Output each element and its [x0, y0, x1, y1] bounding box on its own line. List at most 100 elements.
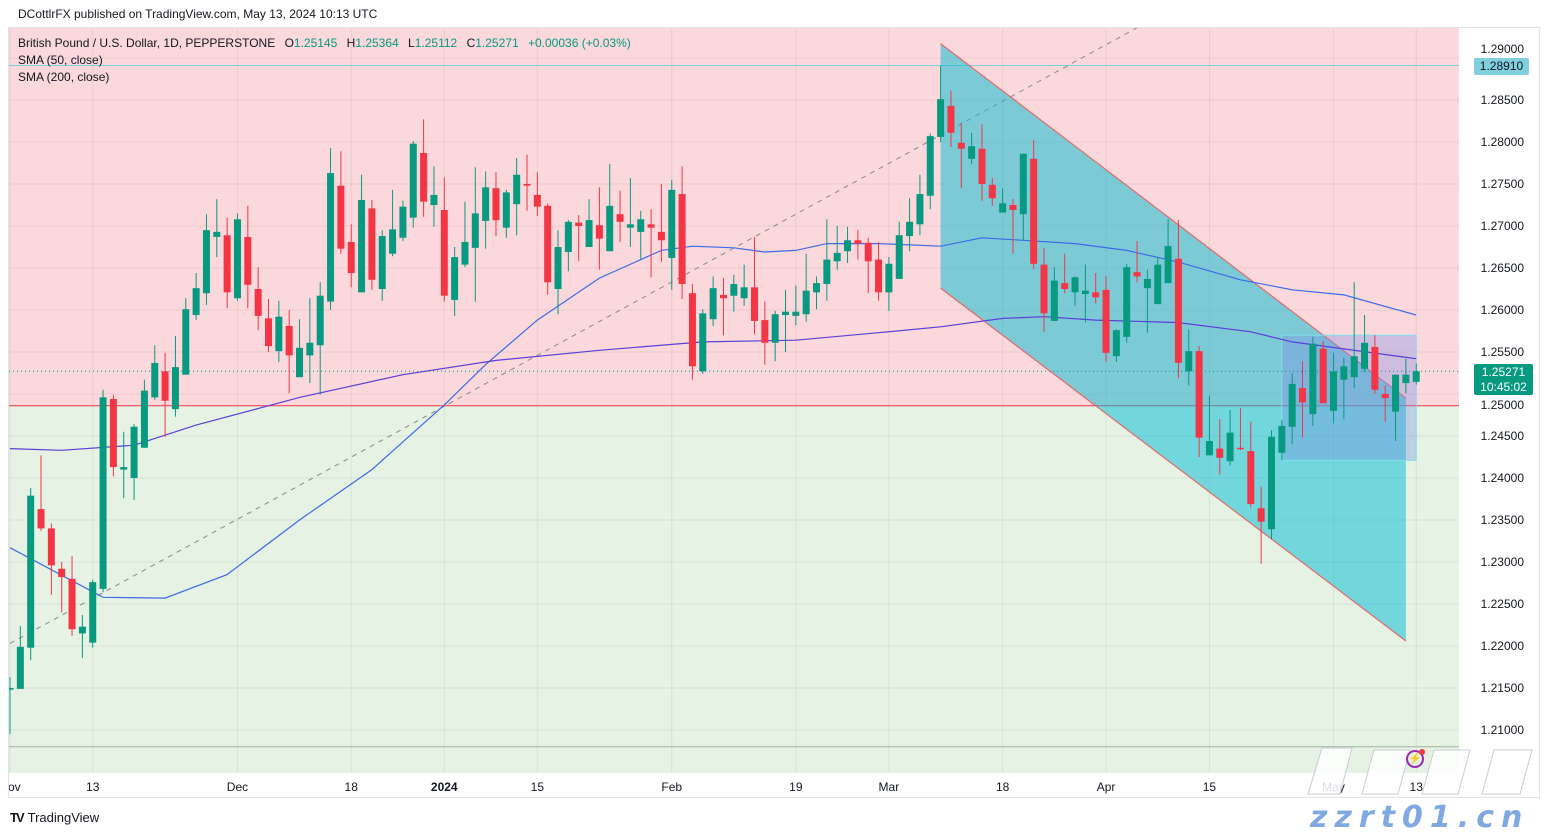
candle-body [1309, 343, 1317, 415]
candle-body [37, 509, 45, 529]
low-value: 1.25112 [414, 36, 458, 50]
candle [544, 203, 552, 295]
candle [730, 274, 738, 312]
candle-body [1030, 158, 1038, 264]
price-axis[interactable]: 1.21000 1.21500 1.22000 1.22500 1.23000 1.235… [1460, 28, 1540, 773]
candle-body [813, 283, 821, 293]
time-axis[interactable]: Nov13Dec18202415Feb19Mar18Apr15May13 [9, 774, 1459, 798]
brand-name: TradingView [27, 810, 100, 825]
candle-body [285, 325, 293, 356]
candle [988, 178, 996, 206]
time-tick-label: 15 [530, 780, 545, 794]
sma50-legend[interactable]: SMA (50, close) [18, 53, 103, 67]
candle [1143, 269, 1151, 333]
candle-body [1040, 264, 1048, 314]
candle [492, 172, 500, 237]
sma200-legend[interactable]: SMA (200, close) [18, 70, 110, 84]
candle [151, 345, 159, 400]
candle [1299, 361, 1306, 438]
candle [409, 141, 417, 228]
candle [957, 122, 965, 189]
close-label: C [466, 36, 476, 50]
candle-body [875, 259, 883, 293]
candle-body [844, 240, 852, 252]
candle-body [58, 568, 66, 578]
watermark-glyphs-icon [1307, 747, 1533, 795]
candle-body [595, 225, 603, 239]
candle-body [544, 205, 552, 283]
candle [1402, 358, 1410, 394]
candle-body [637, 219, 645, 232]
candle [223, 217, 231, 309]
candle-body [99, 397, 107, 589]
candle-body [823, 259, 831, 284]
candle [1205, 395, 1213, 456]
open-value: 1.25145 [293, 36, 338, 50]
candle [813, 276, 821, 310]
candle [1330, 352, 1338, 424]
candle-body [1412, 371, 1420, 382]
symbol-name[interactable]: British Pound / U.S. Dollar, 1D, PEPPERS… [18, 36, 276, 50]
candle [1009, 199, 1017, 254]
candle-body [1267, 436, 1275, 530]
candle-body [1123, 267, 1131, 337]
candle [926, 133, 934, 210]
candle-body [585, 220, 593, 247]
candle-body [1092, 292, 1100, 298]
candle-body [978, 148, 986, 184]
candle [233, 213, 241, 301]
time-tick-label: Mar [878, 780, 900, 794]
candle [285, 310, 293, 394]
candle-body [213, 231, 221, 237]
candle-body [699, 313, 707, 372]
price-tick-label: 1.21000 [1480, 723, 1524, 737]
candle-body [223, 235, 231, 293]
candle [58, 562, 66, 613]
candle-body [833, 252, 841, 262]
candle-body [947, 105, 955, 133]
candle-body [440, 210, 448, 296]
candle-body [606, 205, 614, 252]
candle-body [182, 309, 190, 375]
tradingview-branding[interactable]: TV TradingView [10, 810, 99, 825]
candle [978, 124, 986, 201]
time-tick-label: 18 [995, 780, 1010, 794]
candle-body [1257, 508, 1265, 522]
candle-body [482, 187, 490, 221]
candle-body [378, 236, 386, 289]
candle [1185, 329, 1193, 386]
candle [68, 556, 76, 636]
candle-body [1143, 278, 1151, 289]
candle-body [1350, 356, 1358, 378]
candle-body [130, 426, 138, 478]
lightning-icon[interactable]: ⚡ [1406, 749, 1425, 768]
candle-body [171, 367, 179, 410]
horizontal-level-label: 1.28910 [1474, 58, 1529, 75]
candle [1102, 276, 1110, 363]
candle-body [616, 214, 624, 222]
candle-body [296, 347, 304, 378]
candle [430, 166, 438, 227]
candle-body [988, 184, 996, 199]
candle [1319, 341, 1327, 404]
current-price-label: 1.25271 10:45:02 [1474, 364, 1533, 395]
price-tick-label: 1.26000 [1480, 303, 1524, 317]
candle [182, 298, 190, 375]
candle-body [233, 219, 241, 299]
candle [1350, 282, 1358, 389]
candle [275, 300, 283, 363]
candle [420, 119, 428, 217]
candle-body [523, 184, 531, 186]
candle [906, 198, 914, 252]
time-tick-label: Dec [226, 780, 249, 794]
candle [37, 455, 45, 531]
candle-body [327, 173, 335, 302]
watermark-url: zzrt01.cn [1310, 800, 1530, 835]
candle-body [244, 236, 252, 285]
candle [782, 289, 789, 352]
candle [16, 625, 24, 689]
candle [699, 309, 707, 374]
candle-body [895, 235, 903, 279]
candle [616, 190, 624, 242]
